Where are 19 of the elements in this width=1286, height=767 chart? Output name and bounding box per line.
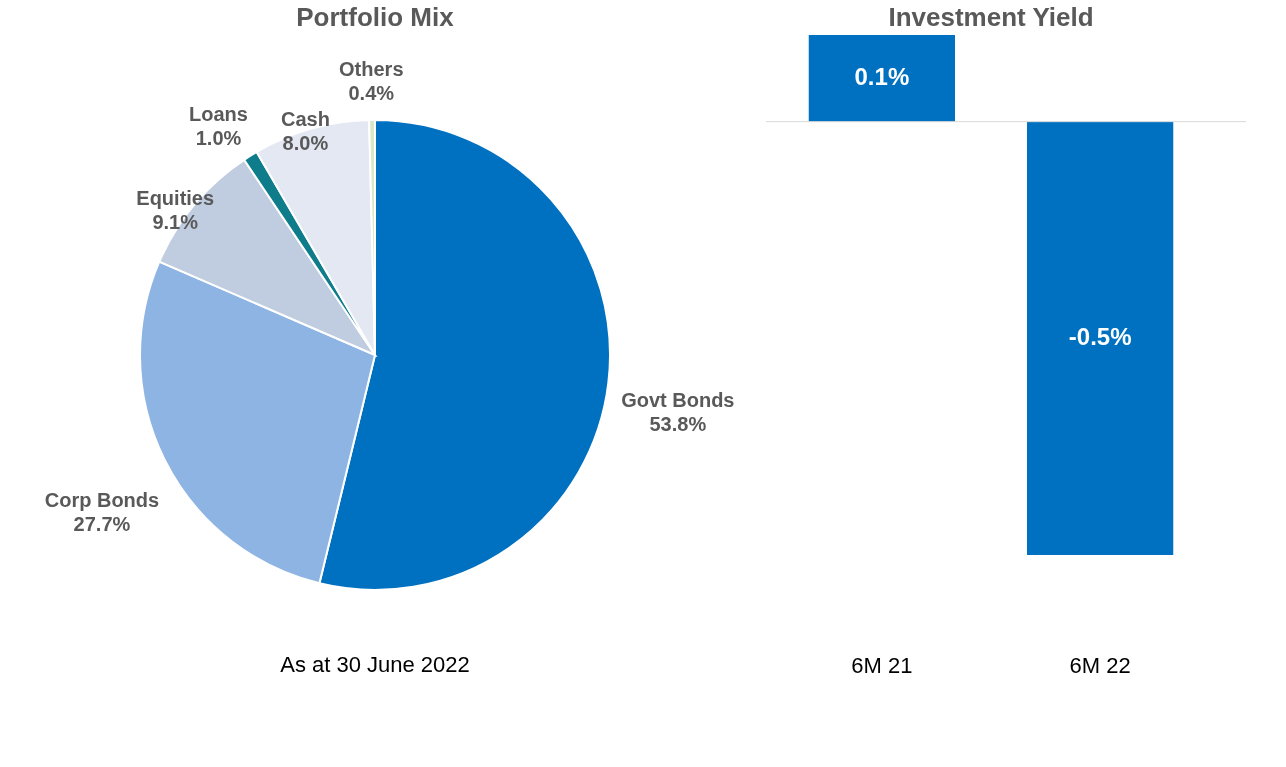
data-label: 0.1% (854, 63, 910, 91)
slice-label: Equities (136, 186, 215, 209)
data-label: 27.7% (73, 512, 131, 535)
slice-label: Govt Bonds (621, 389, 735, 412)
data-label: 0.4% (348, 82, 395, 105)
slice-label: Corp Bonds (44, 488, 160, 511)
data-label: -0.5% (1068, 323, 1132, 351)
chart-title: Portfolio Mix (296, 2, 455, 32)
x-tick-label: 6M 21 (851, 652, 913, 678)
text: As at 30 June 2022 (280, 652, 470, 677)
slice-label: Others (339, 58, 404, 81)
slice-label: Loans (189, 102, 248, 125)
data-label: 1.0% (195, 126, 242, 149)
chart-title: Investment Yield (888, 2, 1094, 32)
slice-label: Cash (280, 107, 330, 130)
x-tick-label: 6M 22 (1069, 652, 1131, 678)
data-label: 9.1% (152, 210, 199, 233)
data-label: 8.0% (282, 131, 329, 154)
data-label: 53.8% (649, 413, 707, 436)
